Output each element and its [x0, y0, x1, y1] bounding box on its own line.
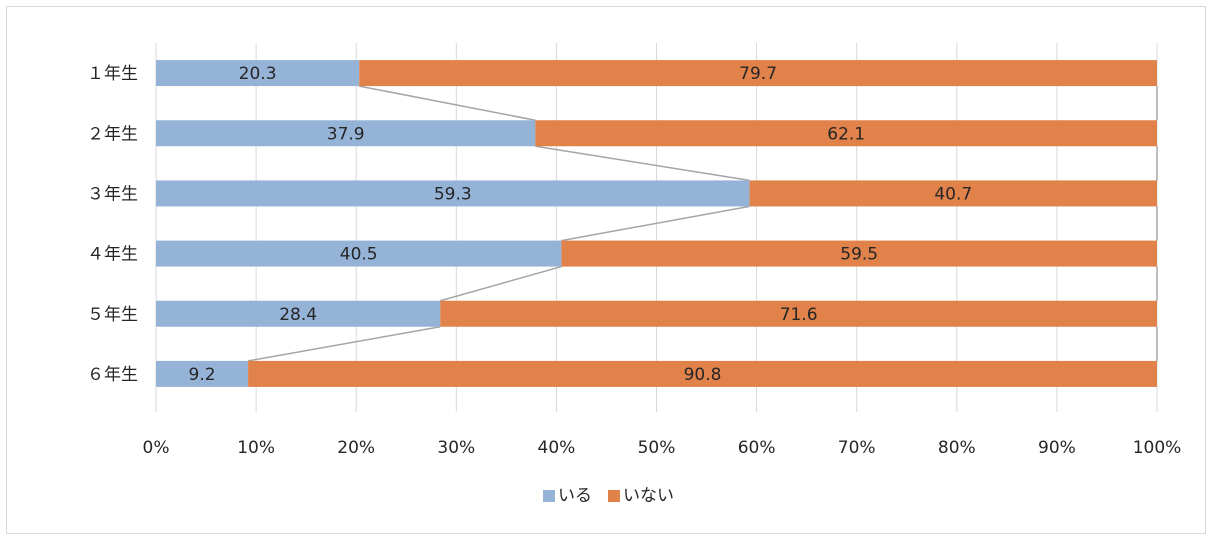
x-tick-label: 50% [638, 438, 676, 458]
bar-segment [440, 300, 1157, 327]
legend-label: いる [558, 486, 592, 506]
chart-frame: 20.3 79.7 37.9 62.1 59.3 40.7 40.5 59.5 28.4 71.6… [6, 6, 1206, 534]
x-tick-label: 90% [1038, 438, 1076, 458]
x-tick-label: 30% [437, 438, 475, 458]
bar-segment [749, 180, 1157, 207]
data-label: 62.1 [827, 124, 865, 144]
legend: いる いない [543, 486, 674, 506]
category-label: １年生 [87, 64, 138, 84]
data-label: 20.3 [239, 64, 277, 84]
gridlines [155, 43, 1158, 412]
x-tick-label: 0% [143, 438, 170, 458]
bar-segment [156, 240, 562, 267]
category-label: ４年生 [87, 245, 138, 265]
bar-segment [156, 60, 360, 87]
bar-segment [156, 120, 536, 147]
legend-swatch [543, 490, 555, 502]
category-label: ６年生 [87, 365, 138, 385]
legend-label: いない [623, 486, 674, 506]
bar-segment [156, 360, 249, 387]
data-label: 59.3 [434, 184, 472, 204]
series-line [440, 265, 562, 302]
x-tick-label: 70% [838, 438, 876, 458]
stacked-bar-chart: 20.3 79.7 37.9 62.1 59.3 40.7 40.5 59.5 28.4 71.6… [87, 43, 1182, 506]
category-label: ５年生 [87, 305, 138, 325]
bars [156, 60, 1158, 387]
bar-segment [248, 360, 1158, 387]
data-label: 9.2 [189, 365, 216, 385]
data-label: 40.5 [340, 245, 378, 265]
legend-swatch [608, 490, 620, 502]
x-tick-label: 20% [337, 438, 375, 458]
data-label: 79.7 [739, 64, 777, 84]
data-labels: 20.3 79.7 37.9 62.1 59.3 40.7 40.5 59.5 28.4 71.6… [189, 64, 973, 385]
bar-segment [535, 120, 1157, 147]
x-tick-label: 40% [538, 438, 576, 458]
bar-segment [156, 180, 750, 207]
x-tick-label: 100% [1133, 438, 1182, 458]
data-label: 90.8 [684, 365, 722, 385]
x-tick-label: 60% [738, 438, 776, 458]
bar-segment [359, 60, 1157, 87]
bar-segment [156, 300, 441, 327]
category-label: ２年生 [87, 124, 138, 144]
x-tick-label: 10% [237, 438, 275, 458]
data-label: 28.4 [279, 305, 317, 325]
bar-segment [561, 240, 1157, 267]
data-label: 40.7 [934, 184, 972, 204]
category-axis: １年生 ２年生 ３年生 ４年生 ５年生 ６年生 [87, 64, 138, 385]
series-line [247, 326, 441, 362]
data-label: 37.9 [327, 124, 365, 144]
series-line [561, 205, 750, 242]
category-label: ３年生 [87, 184, 138, 204]
value-axis: 0% 10% 20% 30% 40% 50% 60% 70% 80% 90% 100% [143, 438, 1182, 458]
x-tick-label: 80% [938, 438, 976, 458]
series-line [359, 85, 536, 121]
series-lines [247, 85, 1158, 362]
data-label: 71.6 [780, 305, 818, 325]
data-label: 59.5 [840, 245, 878, 265]
series-line [535, 145, 750, 182]
